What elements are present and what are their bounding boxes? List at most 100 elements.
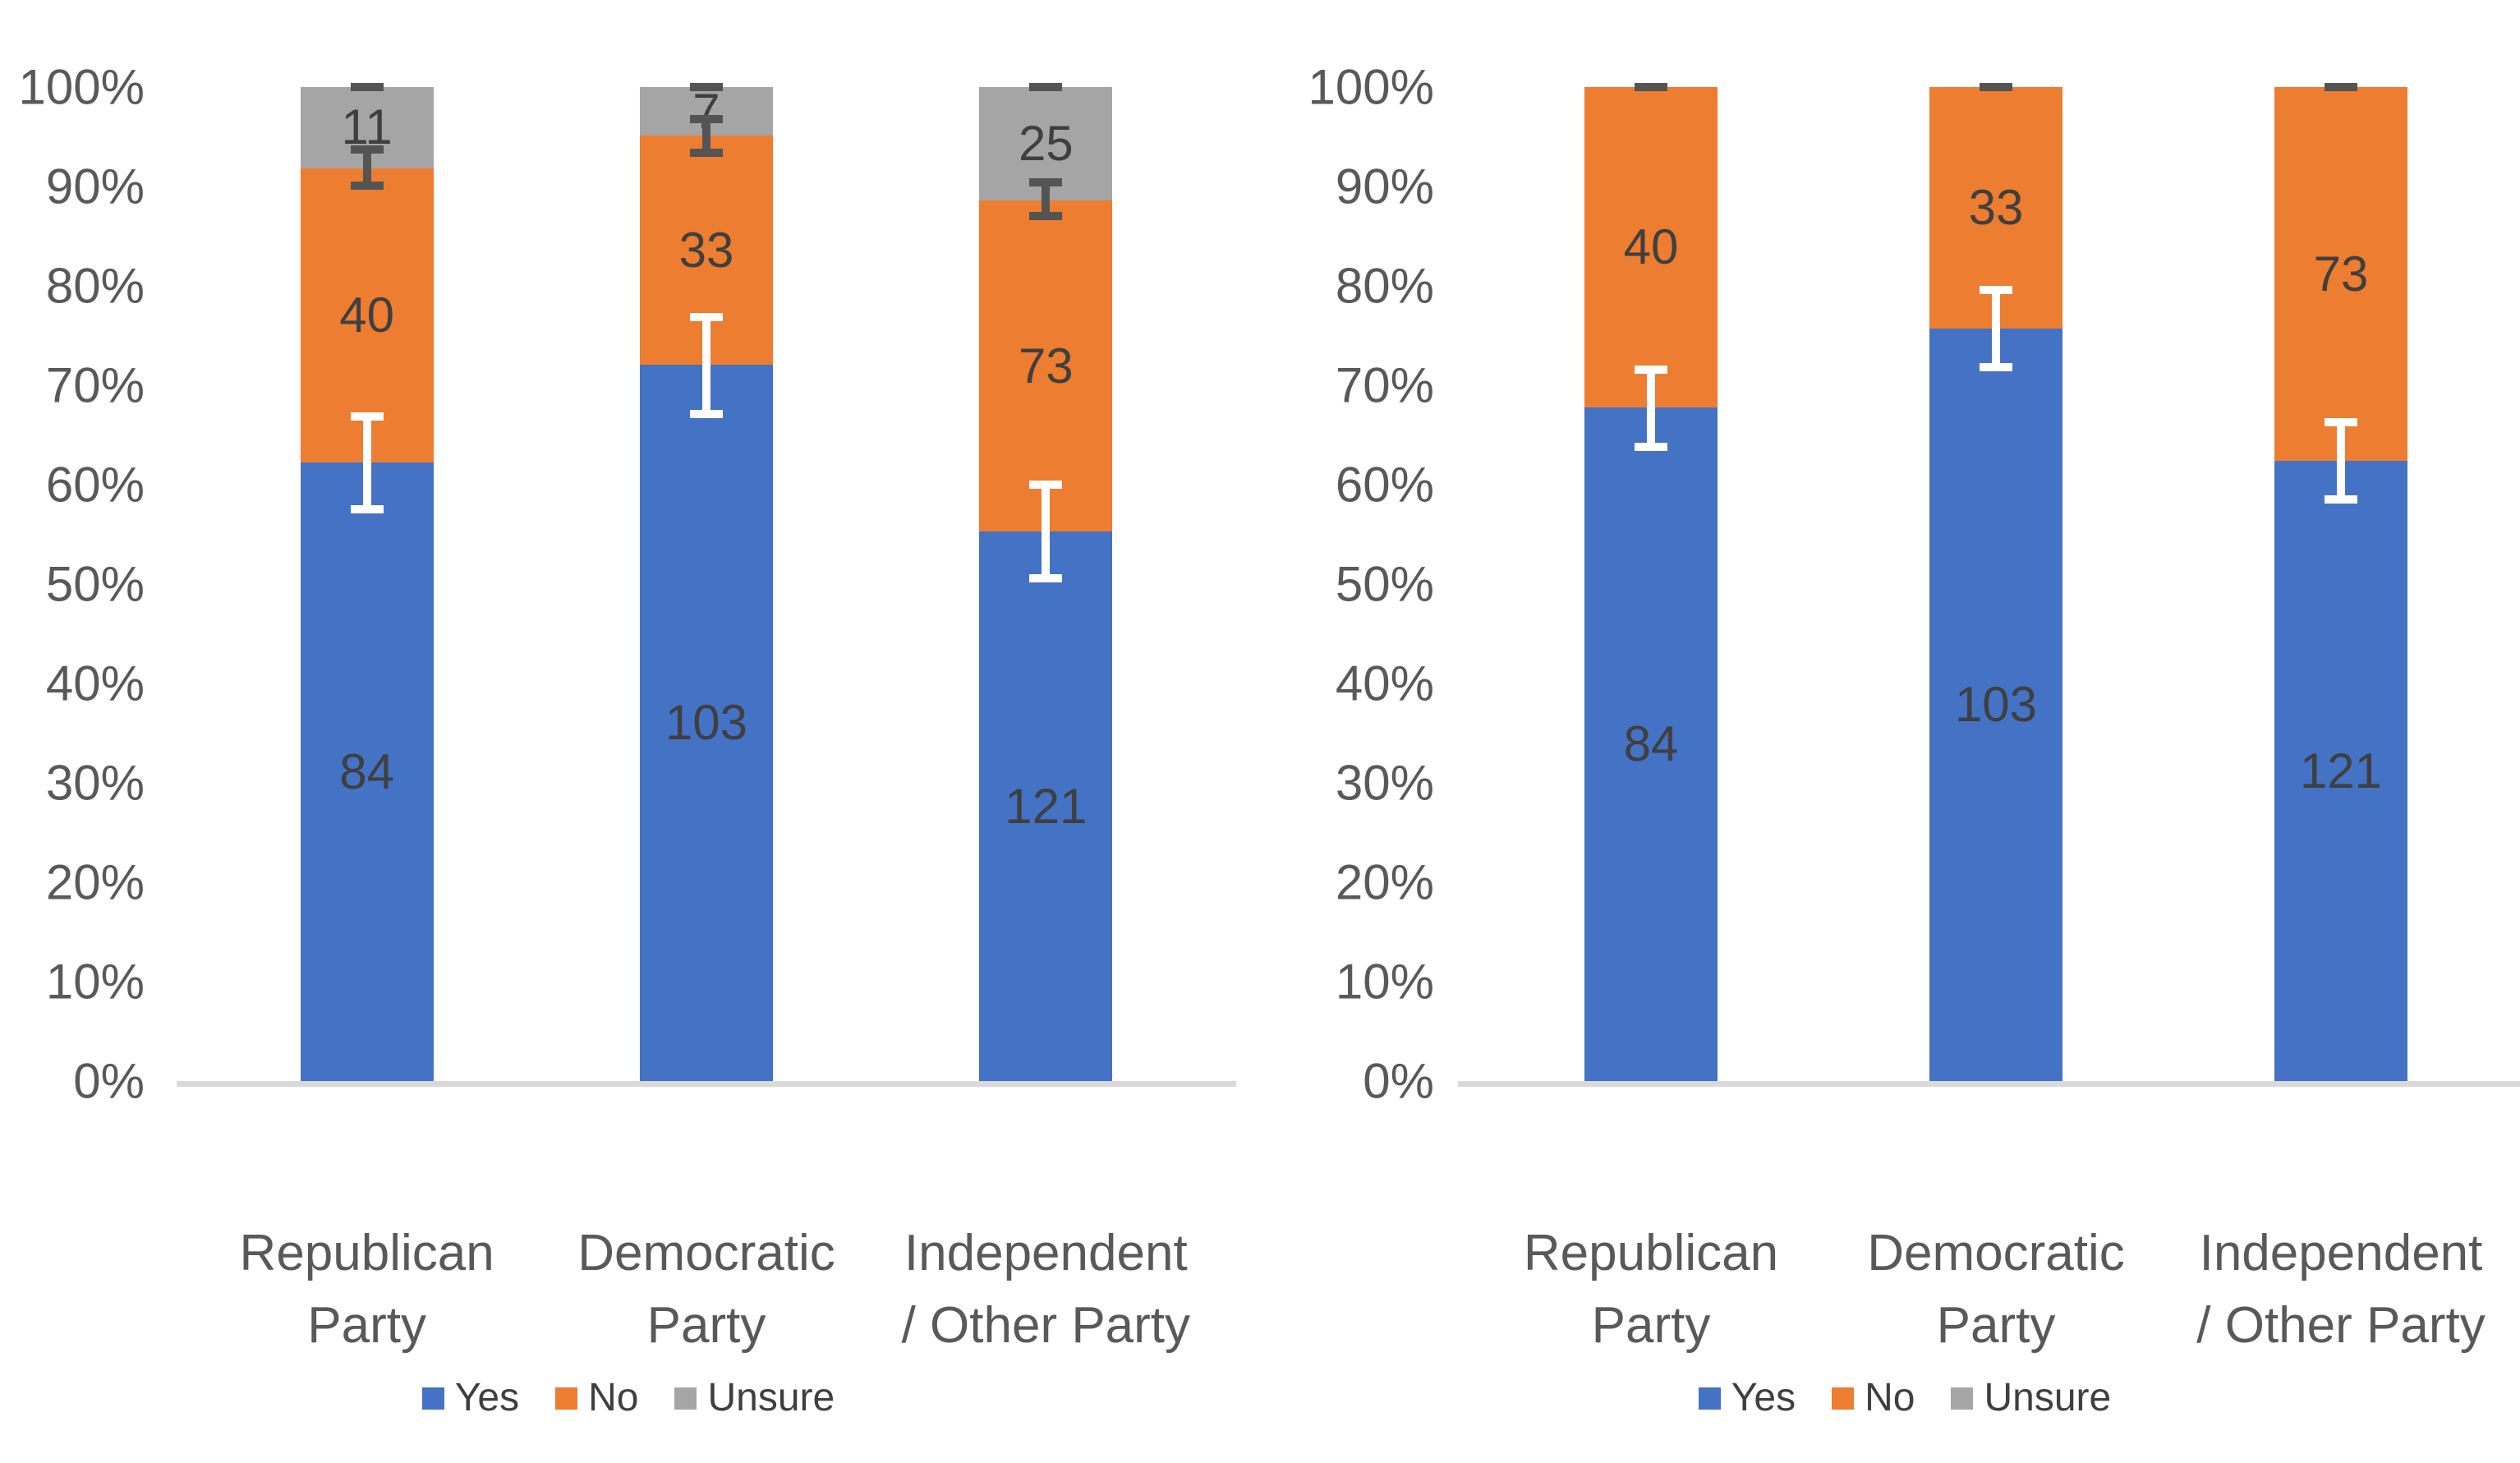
error-bar-cap: [2325, 495, 2357, 504]
bar-segment-yes: 103: [639, 365, 773, 1081]
category-label: Independent / Other Party: [857, 1217, 1235, 1362]
y-tick-label: 0%: [1363, 1053, 1434, 1109]
legend-item-yes: Yes: [1698, 1378, 1796, 1418]
error-bar-line: [1042, 182, 1051, 217]
legend-label: Unsure: [707, 1376, 835, 1419]
stacked-bar: 121 73: [2274, 83, 2407, 1081]
bar-segment-yes: 84: [1584, 407, 1718, 1081]
data-label: 40: [339, 287, 395, 343]
y-axis: 100% 90% 80% 70% 60% 50% 40% 30% 20% 10% 0%: [0, 0, 156, 1463]
legend-item-no: No: [1832, 1378, 1915, 1418]
error-bar-line: [1647, 369, 1655, 448]
stacked-bar: 103 33: [1929, 83, 2062, 1081]
legend-swatch-yes: [1698, 1387, 1721, 1410]
data-label: 103: [1954, 676, 2038, 732]
data-label: 84: [1623, 716, 1679, 772]
error-bar-cap: [350, 412, 384, 421]
data-label: 103: [664, 695, 748, 751]
y-tick-label: 100%: [18, 59, 145, 115]
category-label-line: / Other Party: [901, 1297, 1191, 1354]
error-bar-cap: [1635, 365, 1667, 374]
bar-segment-yes: 84: [300, 462, 434, 1081]
category-label-line: Independent: [904, 1225, 1188, 1281]
legend-swatch-unsure: [674, 1387, 697, 1410]
category-label-line: Party: [1591, 1297, 1711, 1354]
y-tick-label: 80%: [45, 258, 145, 314]
y-tick-label: 60%: [1335, 457, 1434, 513]
error-bar-cap: [1635, 83, 1667, 91]
stacked-bar-chart-yes-no-only: 100% 90% 80% 70% 60% 50% 40% 30% 20% 10% 0% 84 40 Re…: [1290, 0, 2520, 1463]
data-label: 121: [1005, 778, 1088, 834]
y-tick-label: 0%: [73, 1053, 145, 1109]
error-bar-cap: [1635, 443, 1667, 452]
y-tick-label: 70%: [1335, 357, 1434, 413]
error-bar-cap: [689, 312, 723, 321]
error-bar-cap: [1980, 363, 2012, 372]
legend-label: No: [588, 1376, 639, 1419]
legend-swatch-unsure: [1951, 1387, 1974, 1410]
error-bar-line: [362, 416, 371, 510]
error-bar-yes-boundary: [2325, 417, 2357, 504]
error-bar-cap: [2325, 417, 2357, 426]
error-bar-cap: [1029, 481, 1063, 490]
bar-segment-no: 40: [1584, 87, 1718, 408]
category-label: Democratic Party: [1807, 1217, 2185, 1362]
category-slot: 103 33 Democratic Party: [1823, 83, 2168, 1354]
error-bar-cap: [350, 181, 384, 190]
error-bar-cap: [1029, 83, 1063, 91]
y-tick-label: 90%: [45, 159, 145, 214]
data-label: 33: [678, 222, 734, 278]
stacked-bar-chart-with-unsure: 100% 90% 80% 70% 60% 50% 40% 30% 20% 10% 0% 84 40 11…: [0, 0, 1257, 1463]
category-label-line: Independent: [2199, 1225, 2483, 1281]
data-label: 121: [2299, 743, 2383, 798]
bar-segment-yes: 103: [1929, 328, 2062, 1081]
error-bar-cap: [689, 148, 723, 157]
y-tick-label: 10%: [1335, 954, 1434, 1010]
legend-label: No: [1865, 1376, 1915, 1419]
stacked-bar: 103 33 7: [639, 83, 773, 1081]
y-tick-label: 50%: [45, 556, 145, 612]
y-tick-label: 20%: [1335, 854, 1434, 910]
error-bar-cap: [1029, 212, 1063, 221]
data-label: 11: [341, 99, 393, 155]
error-bar-line: [1042, 485, 1051, 578]
data-label: 73: [1018, 338, 1074, 393]
y-tick-label: 60%: [45, 457, 145, 513]
error-bar-yes-boundary: [1029, 481, 1063, 582]
y-tick-label: 100%: [1308, 59, 1434, 115]
category-label-line: Party: [1936, 1297, 2056, 1354]
error-bar-yes-boundary: [689, 312, 723, 419]
error-bar-yes-boundary: [1635, 365, 1667, 452]
error-bar-cap: [2325, 83, 2357, 91]
error-bar-line: [1992, 289, 2000, 368]
error-bar-yes-no-boundary: [689, 114, 723, 157]
y-tick-label: 30%: [1335, 755, 1434, 811]
error-bar-cap: [350, 145, 384, 154]
category-slot: 84 40 11 Republican Party: [197, 83, 536, 1354]
y-tick-label: 50%: [1335, 556, 1434, 612]
legend-swatch-no: [1832, 1387, 1855, 1410]
x-axis-line: [1458, 1081, 2520, 1087]
category-label: Democratic Party: [517, 1217, 895, 1362]
category-label: Republican Party: [1462, 1217, 1840, 1362]
y-tick-label: 20%: [45, 854, 145, 910]
stacked-bar: 84 40 11: [300, 83, 434, 1081]
error-bar-yes-no-boundary: [1029, 178, 1063, 221]
error-bar-cap: [689, 410, 723, 419]
bar-segment-no: 33: [639, 136, 773, 366]
category-slot: 121 73 Independent / Other Party: [2168, 83, 2513, 1354]
y-tick-label: 30%: [45, 755, 145, 811]
bar-segment-yes: 121: [979, 531, 1113, 1081]
y-tick-label: 90%: [1335, 159, 1434, 214]
y-tick-label: 40%: [1335, 656, 1434, 711]
legend-swatch-no: [555, 1387, 578, 1410]
legend-swatch-yes: [421, 1387, 444, 1410]
y-tick-label: 70%: [45, 357, 145, 413]
data-label: 40: [1623, 219, 1679, 275]
plot-area: 84 40 11 Republican Party 103 33 7 Democratic Par…: [197, 83, 1216, 1354]
error-bar-cap: [1029, 178, 1063, 187]
category-label-line: Party: [646, 1297, 766, 1354]
error-bar-cap: [1029, 573, 1063, 582]
category-label-line: Democratic: [1867, 1225, 2125, 1281]
